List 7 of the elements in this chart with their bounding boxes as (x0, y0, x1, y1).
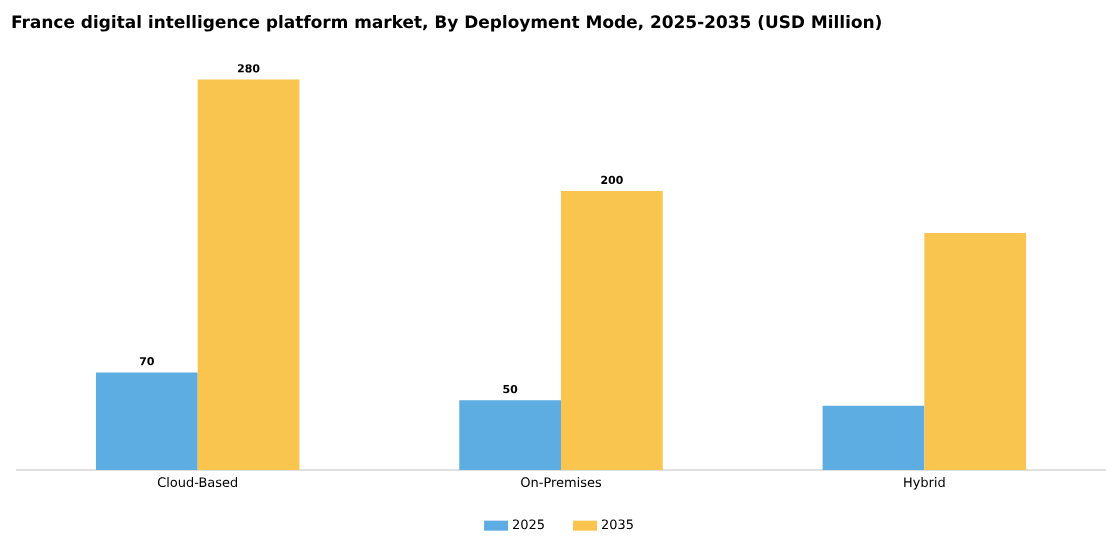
bar (95, 372, 198, 470)
bar (924, 232, 1027, 470)
chart-title: France digital intelligence platform market, By Deployment Mode, 2025-2035 (USD Million) (12, 15, 881, 32)
bar (561, 191, 663, 470)
bar (197, 79, 300, 470)
bar (459, 400, 562, 470)
bar (822, 405, 925, 470)
